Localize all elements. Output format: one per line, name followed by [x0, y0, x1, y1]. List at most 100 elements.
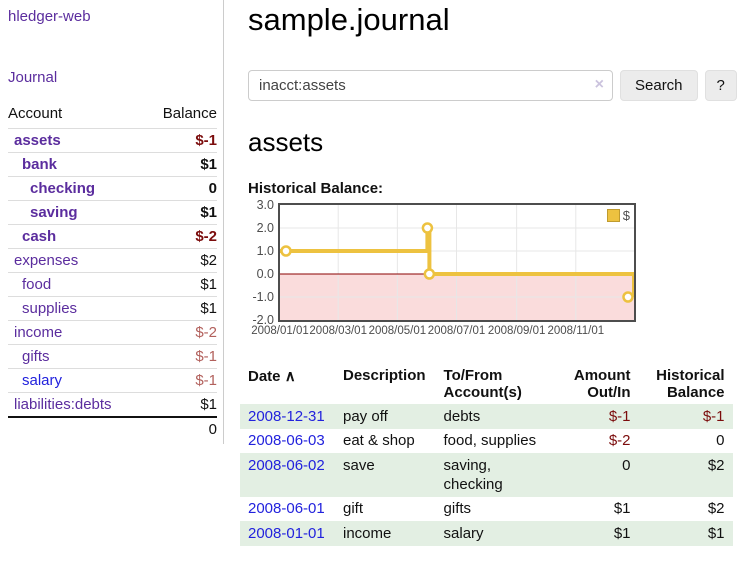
register-header-amount: Amount Out/In — [573, 367, 631, 401]
transaction-amount: $1 — [613, 500, 631, 517]
accounts-total-row: 0 — [8, 417, 217, 441]
transaction-amount: $-1 — [608, 407, 631, 425]
account-balance: $-2 — [195, 324, 217, 341]
search-input[interactable] — [248, 70, 613, 101]
account-link-assets[interactable]: assets — [14, 132, 61, 149]
plot-area: $ — [278, 203, 636, 322]
accounts-header-balance: Balance — [162, 105, 217, 122]
account-link-liabilities-debts[interactable]: liabilities:debts — [14, 396, 112, 413]
account-row: liabilities:debts $1 — [8, 392, 217, 418]
transaction-description: eat & shop — [343, 432, 415, 449]
transaction-description: save — [343, 456, 375, 474]
transaction-balance: $2 — [707, 456, 725, 474]
main-content: sample.journal × Search ? assets Histori… — [224, 0, 742, 546]
account-row: bank $1 — [8, 152, 217, 177]
chart-legend: $ — [606, 208, 630, 223]
account-balance: $-1 — [195, 132, 217, 149]
transaction-accounts: debts — [443, 407, 481, 425]
account-balance: $1 — [200, 156, 217, 173]
account-row: supplies $1 — [8, 296, 217, 321]
account-link-supplies[interactable]: supplies — [22, 300, 78, 317]
account-balance: $-1 — [195, 348, 217, 365]
transaction-date-link[interactable]: 2008-12-31 — [248, 407, 325, 425]
y-axis-tick-label: 0.0 — [256, 267, 274, 281]
register-header-tofrom: To/From Account(s) — [443, 367, 522, 401]
account-link-income[interactable]: income — [14, 324, 63, 341]
transaction-amount: $1 — [613, 524, 631, 542]
y-axis-tick-label: 1.0 — [256, 244, 274, 258]
page-title: sample.journal — [248, 2, 450, 37]
journal-link[interactable]: Journal — [8, 69, 58, 86]
x-axis-tick-label: 2008/01/01 — [251, 325, 309, 337]
account-row: saving $1 — [8, 200, 217, 225]
account-balance: $-2 — [195, 228, 217, 245]
account-link-food[interactable]: food — [22, 276, 52, 293]
clear-search-icon[interactable]: × — [594, 76, 604, 93]
account-row: salary $-1 — [8, 368, 217, 393]
account-link-bank[interactable]: bank — [22, 156, 58, 173]
app-layout: hledger-web Journal Account Balance asse… — [0, 0, 742, 546]
register-header-row: Date ∧ Description To/From Account(s) Am… — [240, 365, 733, 404]
account-balance: $1 — [200, 204, 217, 221]
transaction-description: income — [343, 524, 392, 542]
transaction-accounts: gifts — [443, 500, 472, 517]
transaction-description: gift — [343, 500, 364, 517]
register-header-description: Description — [343, 367, 426, 384]
account-row: food $1 — [8, 272, 217, 297]
account-row: expenses $2 — [8, 248, 217, 273]
search-button[interactable]: Search — [620, 70, 698, 101]
account-row: checking 0 — [8, 176, 217, 201]
account-row: income $-2 — [8, 320, 217, 345]
sidebar: hledger-web Journal Account Balance asse… — [0, 0, 224, 444]
transaction-balance: $2 — [707, 500, 725, 517]
account-link-cash[interactable]: cash — [22, 228, 57, 245]
transaction-date-link[interactable]: 2008-01-01 — [248, 524, 325, 542]
y-axis-tick-label: 2.0 — [256, 221, 274, 235]
transaction-date-link[interactable]: 2008-06-02 — [248, 456, 325, 474]
legend-swatch-icon — [606, 209, 620, 222]
account-balance: $1 — [200, 300, 217, 317]
historical-balance-chart: 3.0 2.0 1.0 0.0 -1.0 -2.0 $ 2008/01/01 2008/03… — [248, 198, 742, 345]
account-link-salary[interactable]: salary — [22, 372, 63, 389]
y-axis-tick-label: 3.0 — [256, 198, 274, 212]
chart-y-axis: 3.0 2.0 1.0 0.0 -1.0 -2.0 — [248, 198, 274, 327]
account-link-saving[interactable]: saving — [30, 204, 78, 221]
y-axis-tick-label: -1.0 — [252, 290, 274, 304]
x-axis-tick-label: 2008/09/01 — [487, 325, 546, 337]
register-header-balance: Historical Balance — [656, 367, 725, 401]
account-link-expenses[interactable]: expenses — [14, 252, 79, 269]
account-link-gifts[interactable]: gifts — [22, 348, 50, 365]
transaction-balance: $-1 — [702, 407, 725, 425]
x-axis-tick-label: 2008/03/01 — [309, 325, 367, 337]
accounts-total-balance: 0 — [208, 421, 217, 438]
accounts-table: Account Balance assets $-1 bank $1 checkin… — [8, 102, 217, 441]
account-balance: $1 — [200, 396, 217, 413]
register-row: 2008-12-31 pay off debts $-1 $-1 — [240, 404, 733, 429]
account-link-checking[interactable]: checking — [30, 180, 96, 197]
register-header-date[interactable]: Date ∧ — [248, 368, 296, 385]
help-button[interactable]: ? — [704, 70, 737, 101]
transaction-accounts: salary — [443, 524, 484, 542]
account-balance: $-1 — [195, 372, 217, 389]
transaction-date-link[interactable]: 2008-06-03 — [248, 432, 325, 449]
transaction-amount: 0 — [622, 456, 631, 474]
account-balance: $2 — [200, 252, 217, 269]
search-form: × Search ? — [248, 70, 742, 101]
chart-title: Historical Balance: — [248, 180, 384, 197]
x-axis-tick-label: 2008/07/01 — [427, 325, 486, 337]
brand-link[interactable]: hledger-web — [8, 8, 91, 25]
account-row: gifts $-1 — [8, 344, 217, 369]
y-axis-tick-label: -2.0 — [252, 313, 274, 327]
account-balance: 0 — [208, 180, 217, 197]
chart-x-axis: 2008/01/01 2008/03/01 2008/05/01 2008/07/01… — [248, 325, 742, 341]
register-row: 2008-06-01 gift gifts $1 $2 — [240, 497, 733, 522]
register-row: 2008-06-03 eat & shop food, supplies $-2… — [240, 429, 733, 454]
account-heading: assets — [248, 127, 324, 157]
transaction-accounts: food, supplies — [443, 432, 537, 449]
account-row: assets $-1 — [8, 128, 217, 153]
transaction-date-link[interactable]: 2008-06-01 — [248, 500, 325, 517]
accounts-header-account: Account — [8, 105, 63, 122]
x-axis-tick-label: 2008/05/01 — [368, 325, 427, 337]
register-row: 2008-01-01 income salary $1 $1 — [240, 521, 733, 546]
transaction-description: pay off — [343, 407, 388, 425]
